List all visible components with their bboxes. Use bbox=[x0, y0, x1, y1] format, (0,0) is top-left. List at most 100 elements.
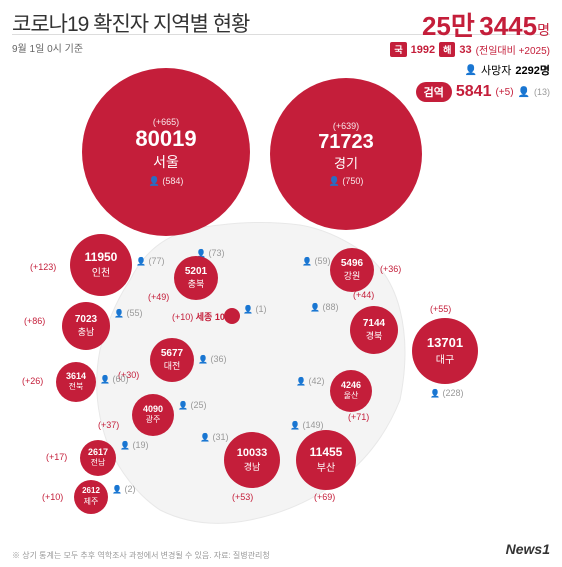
deaths-label: 사망자 bbox=[481, 62, 511, 78]
region-total: 10033 bbox=[237, 447, 268, 459]
region-total: 11455 bbox=[310, 446, 343, 459]
region-new-out: (+37) bbox=[98, 420, 119, 430]
region-name: 부산 bbox=[317, 459, 335, 474]
region-name: 경남 bbox=[244, 460, 261, 473]
overseas-badge: 해 bbox=[439, 42, 455, 57]
inspect-count: 5841 bbox=[456, 83, 492, 101]
region-name: 광주 bbox=[146, 414, 161, 425]
region-name: 충남 bbox=[78, 325, 95, 338]
region-total: 13701 bbox=[427, 336, 463, 350]
region-bubble: 7023충남 bbox=[62, 302, 110, 350]
region-new-out: (+36) bbox=[380, 264, 401, 274]
region-name: 경북 bbox=[366, 329, 383, 342]
region-total: 3614 bbox=[66, 372, 86, 382]
domestic-badge: 국 bbox=[390, 42, 406, 57]
region-death-out: 👤 (42) bbox=[296, 376, 324, 386]
region-total: 4246 bbox=[341, 381, 361, 391]
region-death-out: 👤 (228) bbox=[430, 388, 463, 398]
region-death-out: 👤 (88) bbox=[310, 302, 338, 312]
region-bubble: 11950인천 bbox=[70, 234, 132, 296]
region-new: (+639) bbox=[333, 121, 359, 131]
region-new: (+665) bbox=[153, 117, 179, 127]
inspection-row: 검역 5841 (+5) 👤 (13) bbox=[416, 82, 550, 102]
region-total: 80019 bbox=[135, 127, 196, 151]
region-total: 2612 bbox=[82, 487, 100, 496]
region-bubble: 10033경남 bbox=[224, 432, 280, 488]
person-icon: 👤 bbox=[465, 65, 477, 76]
region-death-out: 👤 (59) bbox=[302, 256, 330, 266]
region-name: 대전 bbox=[164, 359, 181, 372]
region-new-out: (+123) bbox=[30, 262, 56, 272]
region-death-out: 👤 (149) bbox=[290, 420, 323, 430]
region-bubble: 5677대전 bbox=[150, 338, 194, 382]
region-total: 2617 bbox=[88, 448, 108, 458]
region-bubble: 2617전남 bbox=[80, 440, 116, 476]
region-bubble: (+639)71723경기 👤 (750) bbox=[270, 78, 422, 230]
region-bubble: 5496강원 bbox=[330, 248, 374, 292]
region-bubble: 7144경북 bbox=[350, 306, 398, 354]
region-name: 인천 bbox=[92, 264, 110, 279]
region-death-out: 👤 (31) bbox=[200, 432, 228, 442]
region-death-out: 👤 (36) bbox=[198, 354, 226, 364]
domestic-count: 1992 bbox=[411, 44, 435, 56]
region-bubble: 5201충북 bbox=[174, 256, 218, 300]
region-death-out: 👤 (25) bbox=[178, 400, 206, 410]
region-death-out: 👤 (19) bbox=[120, 440, 148, 450]
overseas-count: 33 bbox=[459, 44, 471, 56]
inspect-label: 검역 bbox=[416, 82, 452, 102]
region-bubble: 2612제주 bbox=[74, 480, 108, 514]
region-death: 👤 (750) bbox=[329, 176, 364, 187]
region-death-out: 👤 (77) bbox=[136, 256, 164, 266]
region-name: 충북 bbox=[188, 277, 205, 290]
region-bubble: 13701대구 bbox=[412, 318, 478, 384]
region-bubble: 11455부산 bbox=[296, 430, 356, 490]
region-total: 11950 bbox=[85, 251, 118, 264]
region-new-out: (+71) bbox=[348, 412, 369, 422]
region-bubble bbox=[224, 308, 240, 324]
region-new-out: (+17) bbox=[46, 452, 67, 462]
region-name: 제주 bbox=[84, 496, 99, 507]
region-name: 대구 bbox=[436, 351, 454, 366]
region-total: 5677 bbox=[161, 348, 183, 359]
region-total: 7144 bbox=[363, 318, 385, 329]
region-total: 4090 bbox=[143, 405, 163, 415]
region-name: 경기 bbox=[334, 153, 358, 172]
total-prefix: 25만 bbox=[422, 11, 475, 41]
region-name: 울산 bbox=[344, 390, 359, 401]
region-new-out: (+86) bbox=[24, 316, 45, 326]
delta: (전일대비 +2025) bbox=[476, 42, 550, 57]
region-bubble: 3614전북 bbox=[56, 362, 96, 402]
region-new-out: (+55) bbox=[430, 304, 451, 314]
region-new-out: (+26) bbox=[22, 376, 43, 386]
total-number: 3445 bbox=[479, 11, 537, 41]
deaths-row: 👤 사망자 2292명 bbox=[465, 62, 550, 78]
inspect-new: (+5) bbox=[495, 87, 513, 98]
region-bubble: 4090광주 bbox=[132, 394, 174, 436]
region-name: 강원 bbox=[344, 269, 361, 282]
region-bubble: 4246울산 bbox=[330, 370, 372, 412]
region-new-out: (+49) bbox=[148, 292, 169, 302]
total-unit: 명 bbox=[537, 22, 550, 38]
footnote: ※ 상기 통계는 모두 추후 역학조사 과정에서 변경될 수 있음. 자료: 질… bbox=[12, 550, 270, 561]
region-total: 7023 bbox=[75, 314, 97, 325]
region-death-out: 👤 (55) bbox=[114, 308, 142, 318]
region-name: 서울 bbox=[153, 152, 179, 172]
region-total: 71723 bbox=[318, 131, 374, 153]
person-icon: 👤 bbox=[518, 87, 530, 98]
region-name: 전북 bbox=[69, 381, 84, 392]
region-death-out: 👤 (1) bbox=[243, 304, 266, 314]
news1-logo: News1 bbox=[506, 541, 550, 557]
region-death-out: 👤 (60) bbox=[100, 374, 128, 384]
region-total: 5496 bbox=[341, 258, 363, 269]
region-name: 전남 bbox=[91, 457, 106, 468]
region-total: 5201 bbox=[185, 266, 207, 277]
region-death: 👤 (584) bbox=[149, 176, 184, 187]
deaths-count: 2292명 bbox=[515, 62, 550, 78]
region-new-out: (+69) bbox=[314, 492, 335, 502]
inspect-death: (13) bbox=[534, 87, 550, 97]
region-new-out: (+10) bbox=[42, 492, 63, 502]
total-cases: 25만 3445명 bbox=[422, 6, 550, 43]
domestic-overseas-row: 국 1992 해 33 (전일대비 +2025) bbox=[390, 42, 550, 57]
region-new-out: (+53) bbox=[232, 492, 253, 502]
region-death-out: 👤 (2) bbox=[112, 484, 135, 494]
